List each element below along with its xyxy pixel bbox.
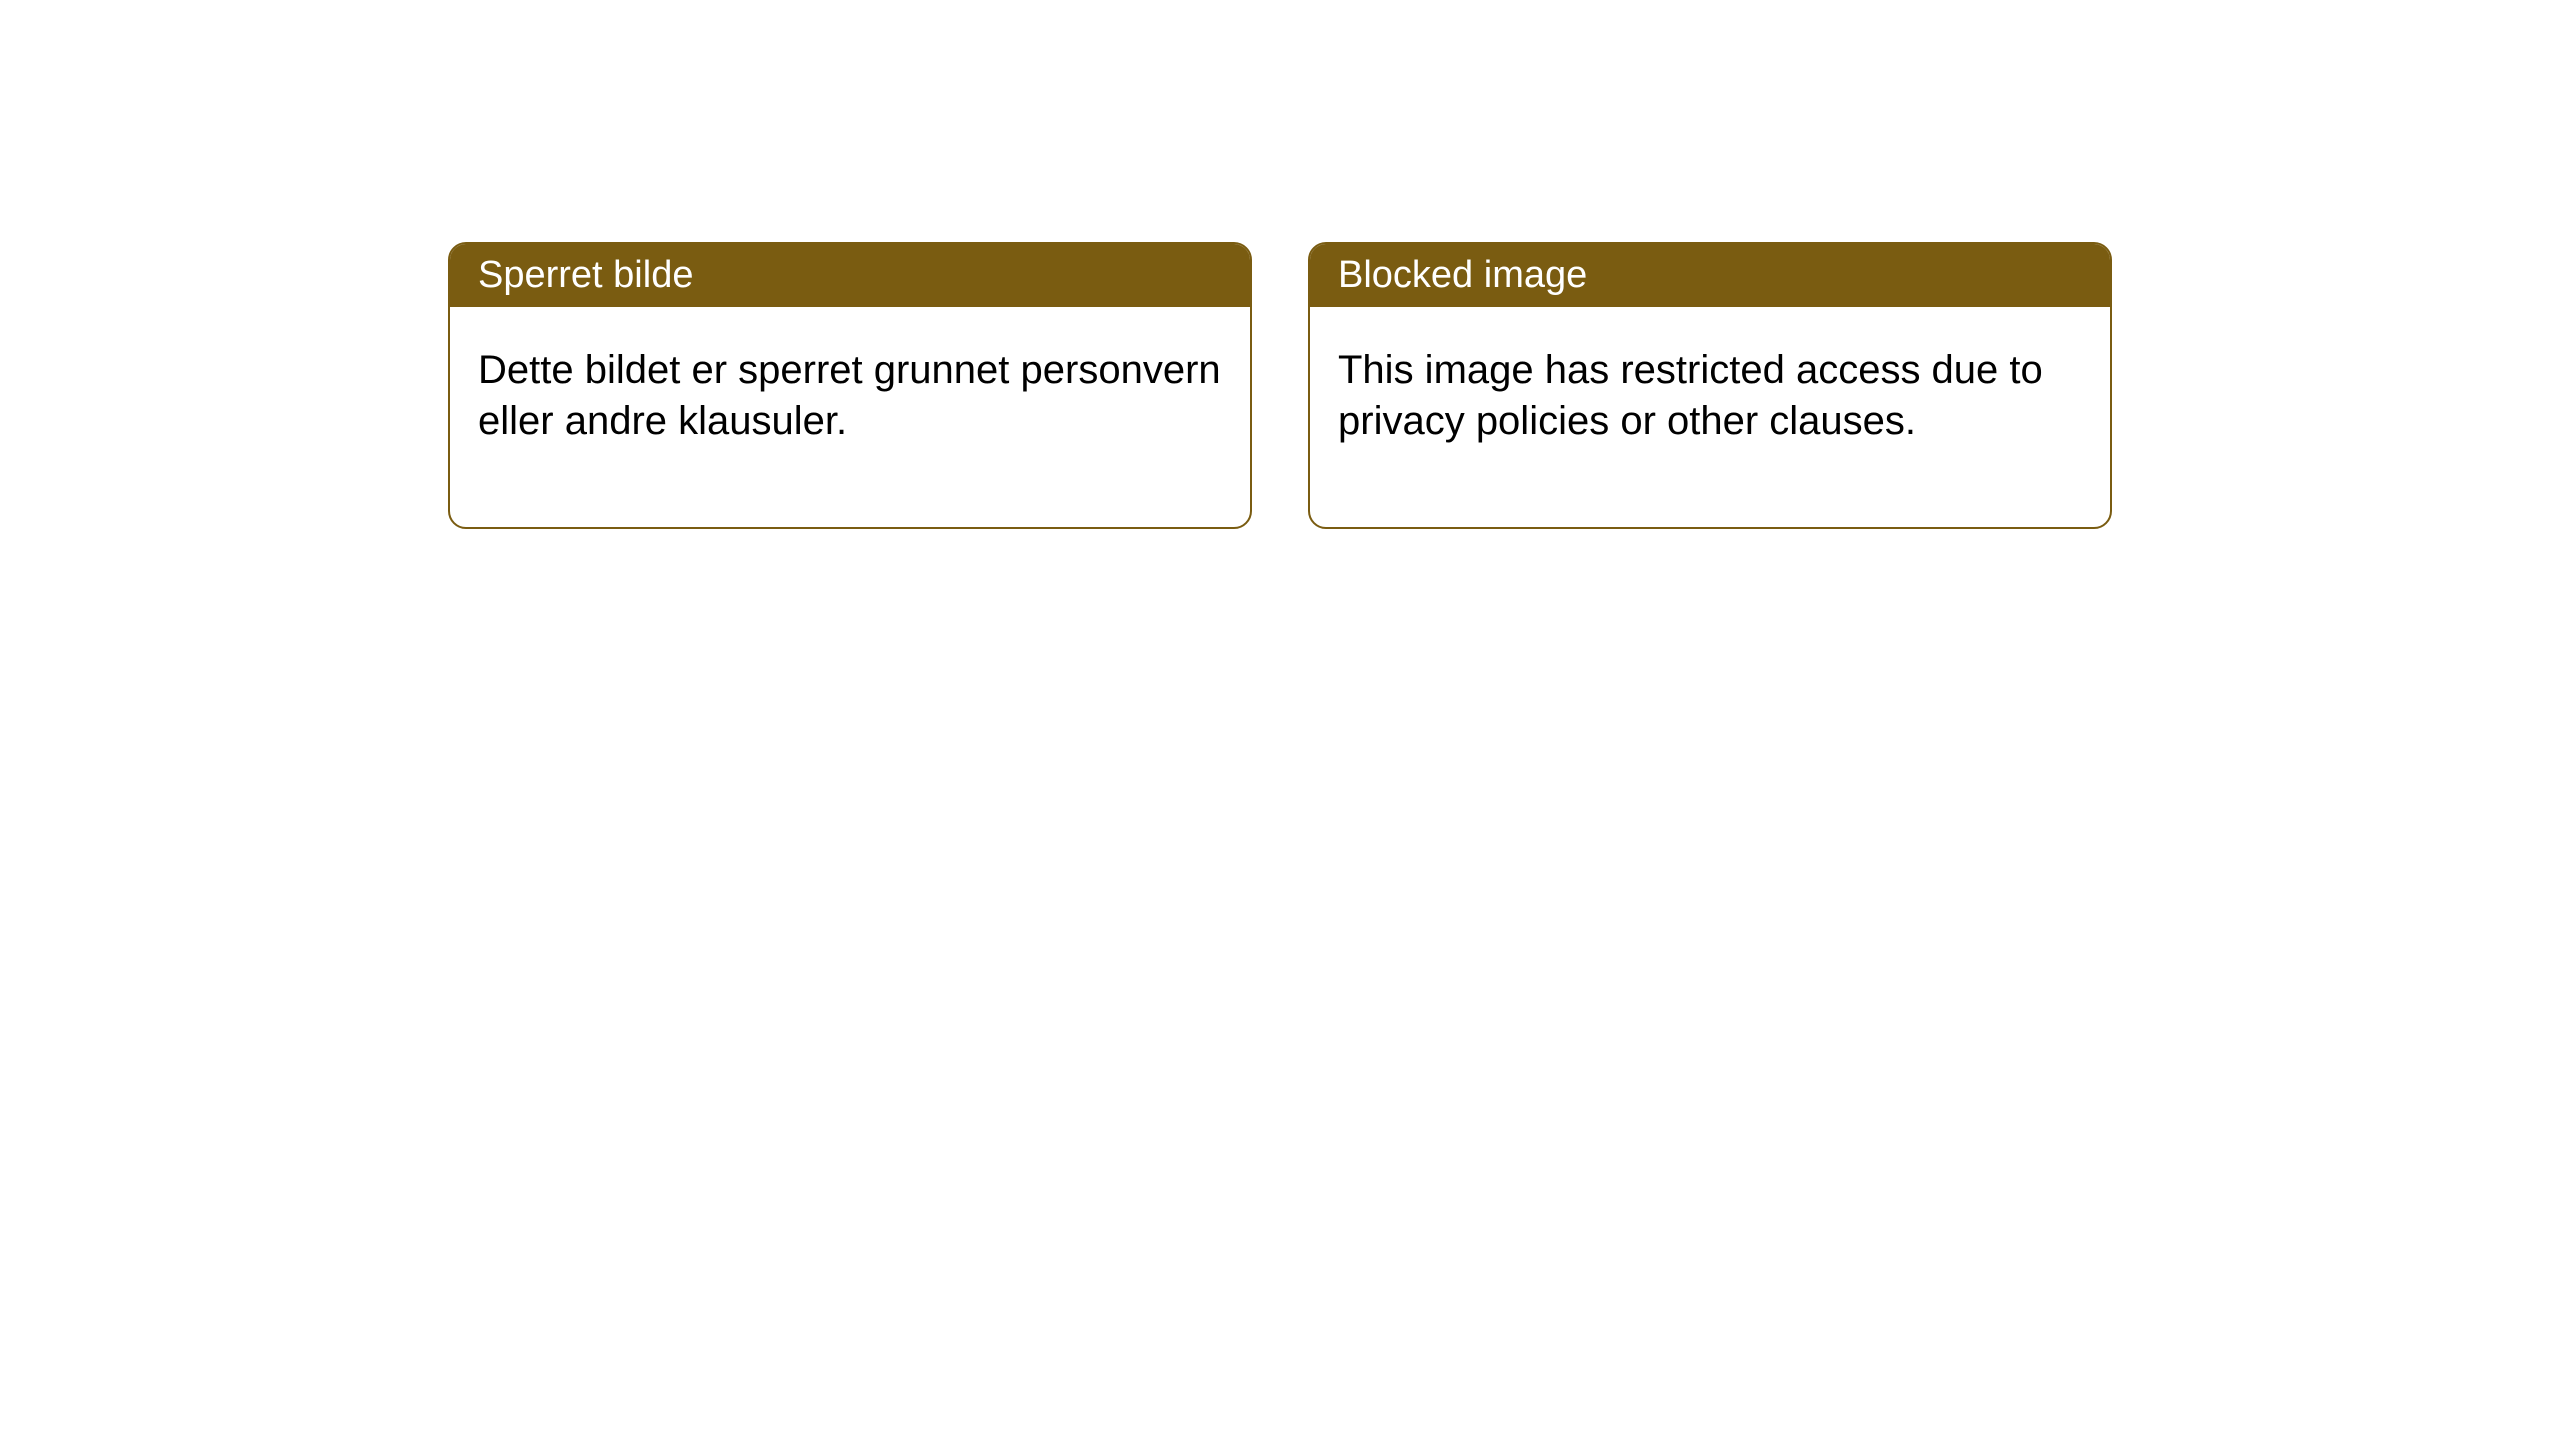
notice-title-norwegian: Sperret bilde bbox=[478, 254, 693, 296]
notice-text-norwegian: Dette bildet er sperret grunnet personve… bbox=[478, 348, 1221, 443]
notice-container: Sperret bilde Dette bildet er sperret gr… bbox=[0, 0, 2560, 529]
notice-body-english: This image has restricted access due to … bbox=[1310, 307, 2110, 527]
notice-card-english: Blocked image This image has restricted … bbox=[1308, 242, 2112, 529]
notice-body-norwegian: Dette bildet er sperret grunnet personve… bbox=[450, 307, 1250, 527]
notice-header-english: Blocked image bbox=[1310, 244, 2110, 307]
notice-text-english: This image has restricted access due to … bbox=[1338, 348, 2043, 443]
notice-title-english: Blocked image bbox=[1338, 254, 1587, 296]
notice-card-norwegian: Sperret bilde Dette bildet er sperret gr… bbox=[448, 242, 1252, 529]
notice-header-norwegian: Sperret bilde bbox=[450, 244, 1250, 307]
